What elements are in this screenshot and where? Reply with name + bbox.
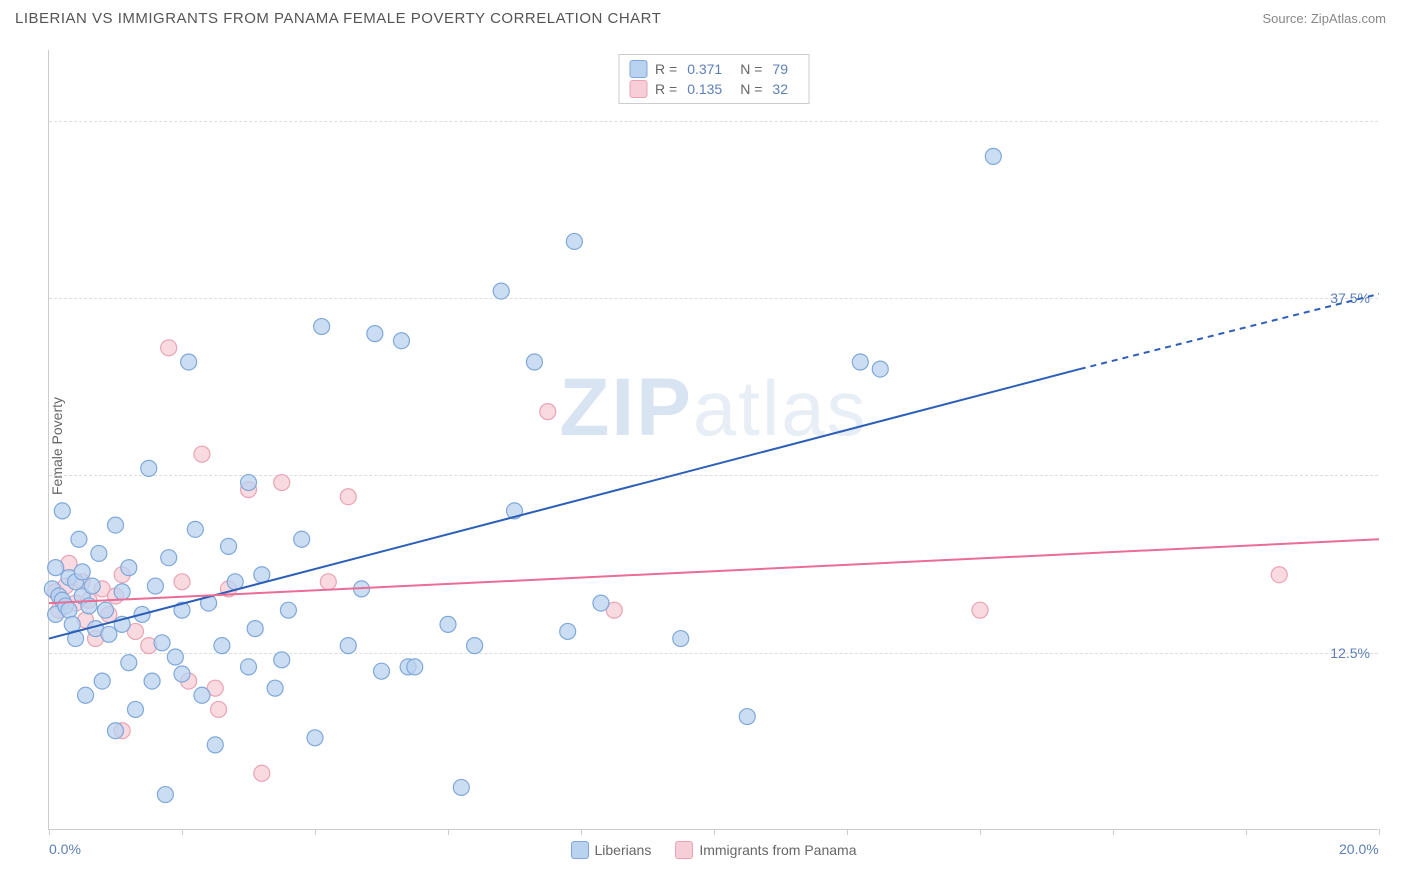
swatch-icon xyxy=(675,841,693,859)
legend-label: Liberians xyxy=(595,842,652,858)
data-point xyxy=(307,730,323,746)
trend-line-extrapolated xyxy=(1080,294,1379,369)
data-point xyxy=(181,354,197,370)
n-value: 79 xyxy=(772,61,788,77)
data-point xyxy=(526,354,542,370)
data-point xyxy=(187,521,203,537)
data-point xyxy=(467,638,483,654)
data-point xyxy=(453,779,469,795)
n-value: 32 xyxy=(772,81,788,97)
data-point xyxy=(241,475,257,491)
x-tick-label: 0.0% xyxy=(49,841,81,857)
data-point xyxy=(985,148,1001,164)
data-point xyxy=(393,333,409,349)
data-point xyxy=(194,446,210,462)
data-point xyxy=(407,659,423,675)
data-point xyxy=(157,787,173,803)
data-point xyxy=(254,765,270,781)
data-point xyxy=(440,616,456,632)
r-value: 0.135 xyxy=(687,81,722,97)
data-point xyxy=(141,460,157,476)
data-point xyxy=(566,233,582,249)
legend-item-series1: Liberians xyxy=(571,841,652,859)
swatch-icon xyxy=(629,80,647,98)
data-point xyxy=(294,531,310,547)
data-point xyxy=(1271,567,1287,583)
data-point xyxy=(214,638,230,654)
swatch-icon xyxy=(571,841,589,859)
data-point xyxy=(98,602,114,618)
data-point xyxy=(114,584,130,600)
data-point xyxy=(167,649,183,665)
data-point xyxy=(127,701,143,717)
data-point xyxy=(320,574,336,590)
data-point xyxy=(84,578,100,594)
data-point xyxy=(108,517,124,533)
chart-title: LIBERIAN VS IMMIGRANTS FROM PANAMA FEMAL… xyxy=(15,10,661,27)
data-point xyxy=(593,595,609,611)
data-point xyxy=(493,283,509,299)
legend-row-series1: R = 0.371 N = 79 xyxy=(629,59,798,79)
data-point xyxy=(314,319,330,335)
legend-item-series2: Immigrants from Panama xyxy=(675,841,856,859)
data-point xyxy=(872,361,888,377)
source-label: Source: ZipAtlas.com xyxy=(1262,11,1386,26)
chart-plot-area: ZIPatlas 12.5%37.5% 0.0%20.0% R = 0.371 … xyxy=(48,50,1378,830)
data-point xyxy=(280,602,296,618)
data-point xyxy=(852,354,868,370)
data-point xyxy=(340,638,356,654)
data-point xyxy=(254,567,270,583)
data-point xyxy=(154,635,170,651)
data-point xyxy=(61,602,77,618)
data-point xyxy=(367,326,383,342)
data-point xyxy=(94,673,110,689)
data-point xyxy=(161,340,177,356)
data-point xyxy=(673,631,689,647)
data-point xyxy=(108,723,124,739)
r-value: 0.371 xyxy=(687,61,722,77)
n-label: N = xyxy=(740,61,762,77)
data-point xyxy=(74,564,90,580)
legend-label: Immigrants from Panama xyxy=(699,842,856,858)
data-point xyxy=(274,652,290,668)
data-point xyxy=(267,680,283,696)
data-point xyxy=(540,404,556,420)
trend-line xyxy=(49,539,1379,603)
data-point xyxy=(48,560,64,576)
data-point xyxy=(374,663,390,679)
data-point xyxy=(174,666,190,682)
legend-row-series2: R = 0.135 N = 32 xyxy=(629,79,798,99)
data-point xyxy=(211,701,227,717)
data-point xyxy=(241,659,257,675)
data-point xyxy=(161,550,177,566)
correlation-legend: R = 0.371 N = 79 R = 0.135 N = 32 xyxy=(618,54,809,104)
data-point xyxy=(121,560,137,576)
data-point xyxy=(147,578,163,594)
data-point xyxy=(54,503,70,519)
data-point xyxy=(221,538,237,554)
series-legend: Liberians Immigrants from Panama xyxy=(571,841,857,859)
data-point xyxy=(91,545,107,561)
data-point xyxy=(739,709,755,725)
data-point xyxy=(101,626,117,642)
r-label: R = xyxy=(655,61,677,77)
data-point xyxy=(274,475,290,491)
data-point xyxy=(207,737,223,753)
swatch-icon xyxy=(629,60,647,78)
data-point xyxy=(194,687,210,703)
data-point xyxy=(78,687,94,703)
data-point xyxy=(972,602,988,618)
trend-line xyxy=(49,369,1080,638)
scatter-svg xyxy=(49,50,1378,829)
data-point xyxy=(174,574,190,590)
r-label: R = xyxy=(655,81,677,97)
n-label: N = xyxy=(740,81,762,97)
data-point xyxy=(121,655,137,671)
data-point xyxy=(340,489,356,505)
data-point xyxy=(144,673,160,689)
data-point xyxy=(247,621,263,637)
data-point xyxy=(71,531,87,547)
data-point xyxy=(560,623,576,639)
x-tick-label: 20.0% xyxy=(1339,841,1379,857)
